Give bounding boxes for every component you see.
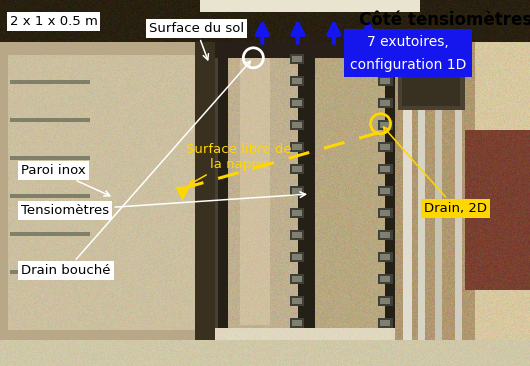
Text: Drain, 2D: Drain, 2D	[384, 127, 487, 215]
Text: Surface libre de
la nappe: Surface libre de la nappe	[186, 143, 292, 184]
Text: 2 x 1 x 0.5 m: 2 x 1 x 0.5 m	[10, 15, 98, 28]
Text: Côté tensiomètres: Côté tensiomètres	[359, 11, 530, 29]
Text: Drain bouché: Drain bouché	[21, 61, 250, 277]
Text: Tensiomètres: Tensiomètres	[21, 192, 306, 217]
Text: Surface du sol: Surface du sol	[148, 22, 244, 60]
Text: 7 exutoires,
configuration 1D: 7 exutoires, configuration 1D	[350, 35, 466, 72]
Text: Paroi inox: Paroi inox	[21, 164, 110, 196]
